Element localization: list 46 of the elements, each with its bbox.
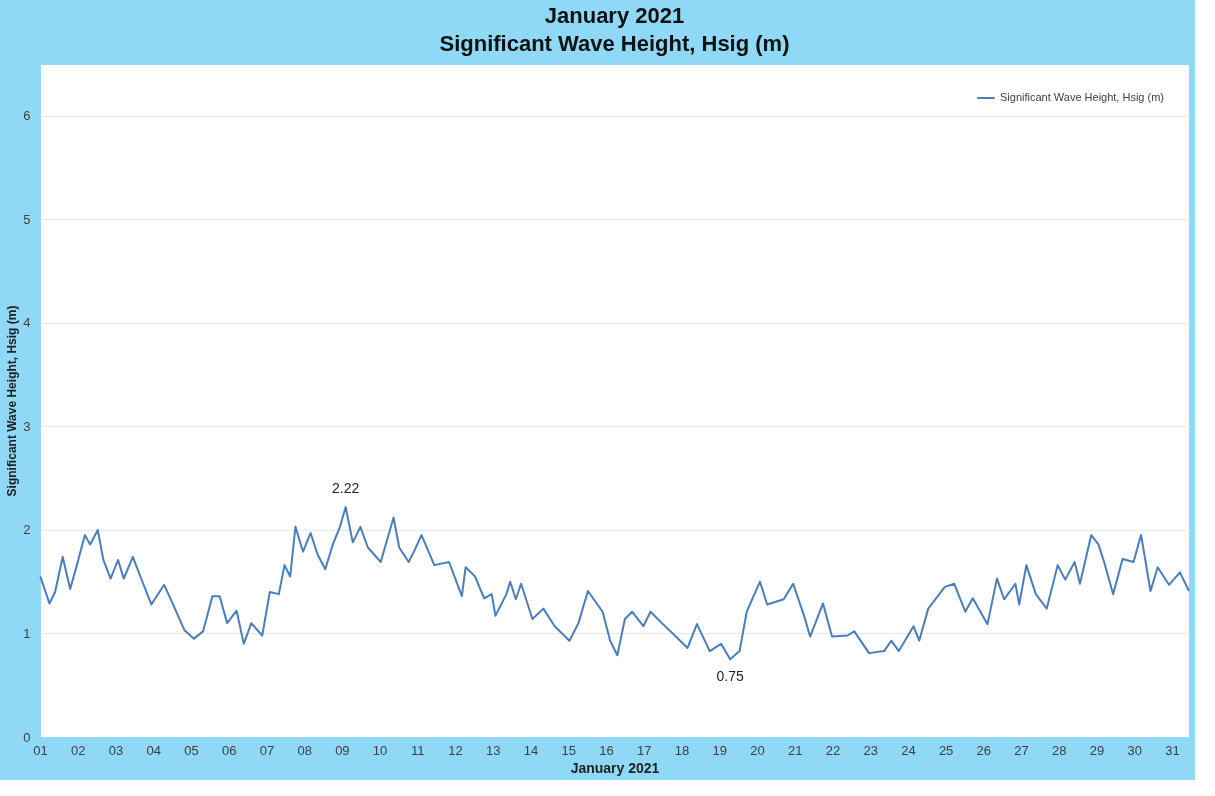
x-tick-label: 23: [863, 742, 878, 758]
x-tick-label: 02: [71, 742, 86, 758]
x-tick-label: 11: [411, 742, 425, 758]
x-tick-label: 27: [1014, 742, 1029, 758]
y-tick-label: 1: [23, 625, 31, 641]
y-tick-label: 0: [23, 729, 31, 745]
x-tick-label: 16: [599, 742, 614, 758]
y-tick-label: 3: [23, 418, 31, 434]
x-tick-label: 25: [938, 742, 954, 758]
x-tick-label: 08: [297, 742, 312, 758]
x-tick-label: 21: [787, 742, 803, 758]
x-tick-label: 18: [674, 742, 690, 758]
x-tick-label: 09: [335, 742, 350, 758]
line-series: [39, 506, 1190, 661]
annotation: 2.22: [332, 480, 360, 497]
y-tick-label: 6: [23, 108, 31, 124]
x-tick-label: 04: [146, 742, 161, 758]
x-tick-label: 06: [221, 742, 237, 758]
y-axis-title: Significant Wave Height, Hsig (m): [5, 305, 20, 497]
x-tick-label: 07: [259, 742, 275, 758]
x-tick-label: 15: [561, 742, 577, 758]
x-tick-label: 05: [184, 742, 199, 758]
x-axis-title: January 2021: [570, 759, 660, 776]
x-tick-label: 28: [1052, 742, 1067, 758]
annotation: 0.75: [716, 668, 744, 685]
x-tick-label: 26: [976, 742, 992, 758]
y-tick-label: 2: [23, 522, 31, 538]
x-tick-label: 19: [712, 742, 727, 758]
x-tick-label: 30: [1127, 742, 1143, 758]
x-tick-label: 12: [448, 742, 463, 758]
chart-subtitle: Significant Wave Height, Hsig (m): [439, 31, 790, 56]
chart-title: January 2021: [544, 3, 685, 28]
x-tick-label: 01: [33, 742, 48, 758]
x-tick-label: 31: [1165, 742, 1180, 758]
x-tick-label: 29: [1089, 742, 1105, 758]
x-tick-label: 14: [523, 742, 539, 758]
y-tick-label: 4: [23, 315, 31, 331]
x-tick-label: 20: [750, 742, 765, 758]
x-tick-label: 24: [901, 742, 916, 758]
x-tick-label: 22: [825, 742, 841, 758]
legend-label: Significant Wave Height, Hsig (m): [1000, 91, 1165, 103]
x-tick-label: 17: [637, 742, 652, 758]
x-tick-label: 03: [108, 742, 124, 758]
y-tick-label: 5: [23, 211, 31, 227]
x-tick-label: 13: [486, 742, 501, 758]
x-tick-label: 10: [372, 742, 388, 758]
